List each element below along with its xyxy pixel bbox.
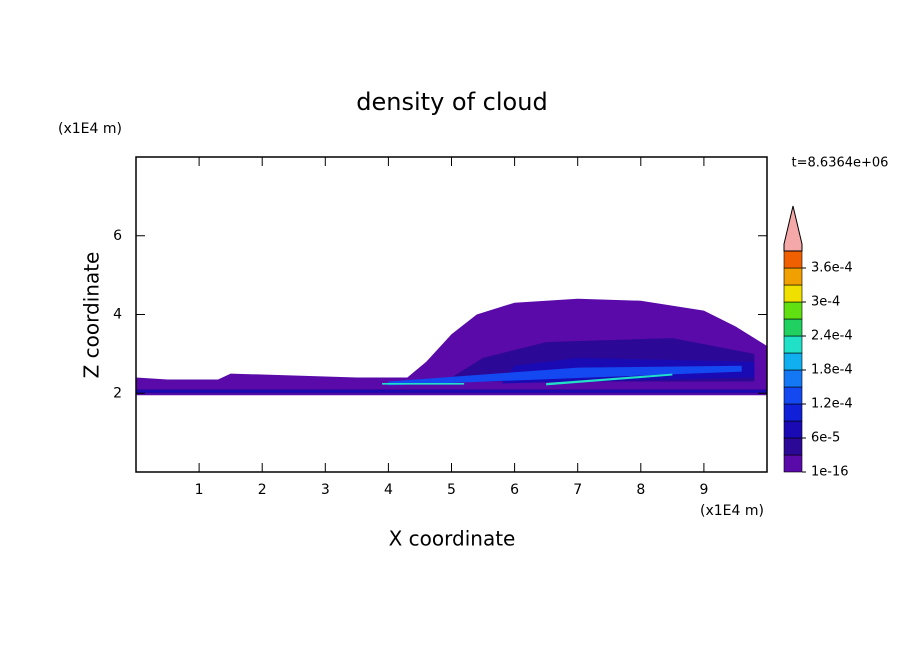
x-tick-label: 1 <box>195 482 204 498</box>
x-tick-label: 4 <box>384 482 393 498</box>
y-unit: (x1E4 m) <box>58 121 122 137</box>
time-annotation: t=8.6364e+06 <box>792 156 889 171</box>
x-tick-label: 3 <box>321 482 330 498</box>
x-tick-label: 9 <box>699 482 708 498</box>
y-tick-label: 6 <box>113 228 122 244</box>
colorbar-band <box>783 318 803 337</box>
colorbar-band <box>783 352 803 371</box>
x-tick-label: 5 <box>447 482 456 498</box>
x-tick-label: 6 <box>510 482 519 498</box>
colorbar-label: 1.8e-4 <box>811 363 853 378</box>
contour-region <box>546 373 673 386</box>
y-tick-label: 2 <box>113 385 122 401</box>
colorbar-label: 3e-4 <box>811 295 840 310</box>
contour-region <box>136 390 767 393</box>
colorbar-band <box>783 437 803 456</box>
x-tick-label: 7 <box>573 482 582 498</box>
contour-region <box>382 383 465 385</box>
colorbar-band <box>783 386 803 405</box>
colorbar-extend <box>783 205 803 252</box>
colorbar-band <box>783 369 803 388</box>
colorbar-band <box>783 335 803 354</box>
colorbar-label: 6e-5 <box>811 431 840 446</box>
x-tick-label: 2 <box>258 482 267 498</box>
colorbar-band <box>783 420 803 439</box>
colorbar-band <box>783 454 803 473</box>
chart-title: density of cloud <box>356 88 547 116</box>
contour-region <box>388 365 742 386</box>
y-tick-label: 4 <box>113 307 122 323</box>
colorbar-label: 1e-16 <box>811 465 849 480</box>
x-tick-label: 8 <box>636 482 645 498</box>
colorbar-label: 2.4e-4 <box>811 329 853 344</box>
colorbar-label: 3.6e-4 <box>811 261 853 276</box>
colorbar-band <box>783 284 803 303</box>
colorbar-band <box>783 267 803 286</box>
colorbar-label: 1.2e-4 <box>811 397 853 412</box>
colorbar-band <box>783 301 803 320</box>
x-axis-label: X coordinate <box>389 527 516 551</box>
colorbar-band <box>783 250 803 269</box>
colorbar-band <box>783 403 803 422</box>
x-unit: (x1E4 m) <box>700 503 764 519</box>
y-axis-label: Z coordinate <box>80 252 104 379</box>
